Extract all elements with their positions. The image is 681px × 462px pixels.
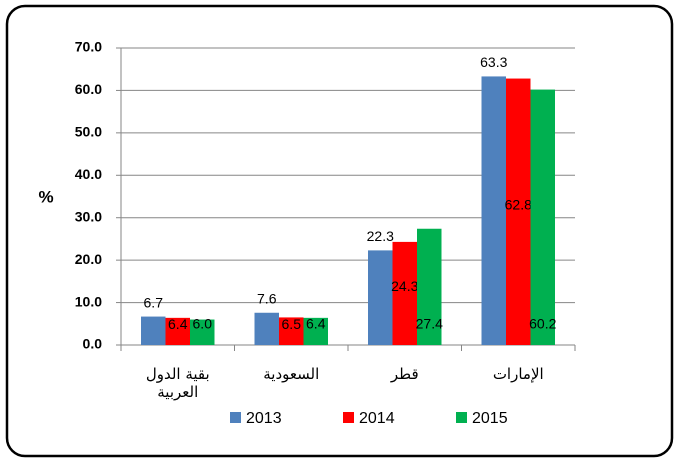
bar — [165, 317, 190, 345]
legend-swatch — [343, 412, 354, 423]
x-tick-label-box: قطر — [390, 365, 419, 383]
data-label: 60.2 — [529, 316, 556, 332]
x-tick-label: قطر — [390, 365, 419, 383]
legend-swatch — [456, 412, 467, 423]
bar — [481, 76, 506, 346]
y-tick-label: 50.0 — [75, 124, 102, 140]
y-tick-label: 20.0 — [75, 251, 102, 267]
legend-label: 2013 — [246, 410, 282, 427]
bar — [417, 228, 442, 345]
data-label: 6.0 — [193, 316, 213, 332]
y-tick-label: 0.0 — [83, 336, 103, 352]
y-tick-label: 70.0 — [75, 39, 102, 55]
data-label: 63.3 — [480, 54, 507, 70]
x-tick-label-box: السعودية — [263, 365, 320, 383]
bar — [368, 250, 393, 345]
data-label: 62.8 — [505, 196, 532, 212]
data-label: 6.4 — [306, 316, 326, 332]
y-tick-label: 30.0 — [75, 208, 102, 224]
bar — [141, 316, 166, 345]
bar — [530, 89, 555, 345]
legend-label: 2014 — [359, 410, 395, 427]
x-tick-label-box: بقية الدول العربية — [145, 365, 210, 401]
bar — [254, 312, 279, 345]
x-tick-label: بقية الدول العربية — [145, 365, 210, 401]
legend-swatch — [230, 412, 241, 423]
bar — [506, 78, 531, 345]
x-tick-label: السعودية — [263, 365, 320, 383]
data-label: 6.4 — [168, 316, 188, 332]
data-label: 6.7 — [144, 294, 164, 310]
x-tick-label-box: الإمارات — [492, 365, 544, 383]
y-axis-label: % — [38, 187, 53, 206]
y-tick-label: 10.0 — [75, 293, 102, 309]
y-tick-label: 60.0 — [75, 81, 102, 97]
x-tick-label: الإمارات — [492, 365, 544, 383]
bar — [190, 319, 215, 345]
legend-label: 2015 — [472, 410, 508, 427]
bar — [303, 317, 328, 345]
bar — [392, 241, 417, 345]
data-label: 24.3 — [391, 278, 418, 294]
data-label: 27.4 — [416, 316, 443, 332]
data-label: 22.3 — [367, 228, 394, 244]
data-label: 6.5 — [282, 316, 302, 332]
data-label: 7.6 — [257, 290, 277, 306]
y-tick-label: 40.0 — [75, 166, 102, 182]
bar — [279, 317, 304, 345]
